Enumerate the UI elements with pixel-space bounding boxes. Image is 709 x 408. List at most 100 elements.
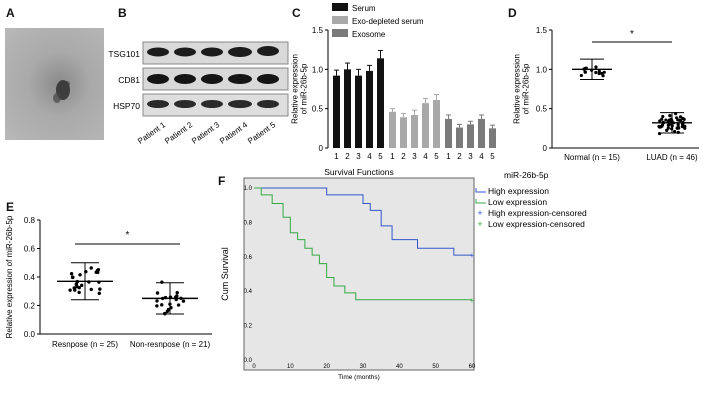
- d-data-point: [683, 126, 687, 130]
- e-data-point: [80, 283, 84, 288]
- f-legend-swatch: +: [477, 219, 482, 229]
- d-data-point: [665, 128, 669, 132]
- c-bar: [478, 118, 485, 148]
- c-legend-label: Exo-depleted serum: [352, 17, 424, 26]
- d-x-tick-label: LUAD (n = 46): [646, 153, 698, 162]
- f-y-axis-label: Cum Survival: [220, 247, 230, 301]
- f-x-tick-label: 60: [469, 364, 476, 370]
- e-data-point: [69, 272, 74, 276]
- d-data-point: [657, 131, 662, 136]
- panel-label-b: B: [118, 6, 127, 20]
- panel-label-f: F: [218, 174, 226, 188]
- d-data-point: [661, 114, 665, 119]
- c-bar: [445, 118, 452, 148]
- c-bar: [433, 100, 440, 148]
- d-data-point: [579, 73, 583, 78]
- c-x-tick-label: 2: [457, 152, 462, 161]
- d-data-point: [673, 129, 677, 134]
- c-bar: [355, 75, 362, 148]
- d-y-tick-label: 0: [543, 144, 548, 153]
- blot-patient-5: Patient 5: [246, 120, 277, 146]
- e-data-point: [78, 273, 82, 277]
- f-censor-mark: +: [470, 251, 475, 260]
- f-y-tick-label: 1.0: [244, 186, 253, 192]
- c-x-tick-label: 1: [334, 152, 339, 161]
- f-plot-area: [243, 177, 475, 371]
- e-x-tick-label: Non-resnpose (n = 21): [130, 340, 211, 349]
- c-legend-swatch: [332, 3, 348, 11]
- f-y-tick-label: 0.8: [244, 220, 253, 226]
- c-y-tick-label: 1.5: [312, 26, 324, 35]
- f-x-tick-label: 40: [396, 364, 403, 370]
- d-data-point: [681, 116, 685, 121]
- d-y-tick-label: 1.5: [536, 26, 548, 35]
- e-data-point: [74, 282, 79, 286]
- panel-label-c: C: [292, 6, 301, 20]
- f-y-tick-label: 0.4: [244, 289, 253, 295]
- d-data-point: [594, 70, 598, 75]
- c-y-tick-label: 1.0: [312, 65, 324, 74]
- e-data-point: [155, 304, 159, 308]
- c-x-tick-label: 3: [412, 152, 417, 161]
- tem-exosome-image: [5, 28, 104, 140]
- d-data-point: [658, 125, 662, 129]
- e-data-point: [181, 299, 186, 303]
- c-y-tick-label: 0.5: [312, 105, 324, 114]
- f-legend-label: High expression: [488, 186, 549, 196]
- chart-e-scatter: 0.0 0.2 0.4 0.6 0.8 Relative expression of mi…: [5, 215, 212, 349]
- e-data-point: [68, 288, 72, 292]
- panel-label-d: D: [508, 6, 517, 20]
- d-y-axis-label: Relative expressionof miR-26b-5p: [513, 54, 531, 124]
- e-data-point: [97, 291, 102, 296]
- c-x-tick-label: 1: [446, 152, 451, 161]
- c-bar: [333, 75, 340, 148]
- f-y-tick-label: 0.0: [244, 358, 253, 364]
- e-data-point: [77, 285, 81, 290]
- chart-f-survival: Survival Functions 0.0 0.2 0.4 0.6 0.8 1.0 0 10 2…: [220, 167, 587, 381]
- c-y-tick-label: 0: [319, 144, 324, 153]
- f-x-tick-label: 10: [287, 364, 294, 370]
- c-legend-swatch: [332, 16, 348, 24]
- c-x-tick-label: 3: [468, 152, 473, 161]
- d-data-point: [597, 71, 601, 76]
- e-data-point: [98, 287, 102, 291]
- e-y-tick-label: 0.0: [24, 330, 36, 339]
- e-data-point: [160, 303, 164, 307]
- blot-row-hsp70: [142, 93, 289, 117]
- blot-patient-3: Patient 3: [190, 120, 221, 146]
- e-data-point: [155, 299, 159, 303]
- d-y-tick-label: 1.0: [536, 65, 548, 74]
- e-data-point: [160, 280, 164, 284]
- c-x-tick-label: 2: [345, 152, 350, 161]
- c-x-tick-label: 2: [401, 152, 406, 161]
- e-y-tick-label: 0.8: [24, 216, 36, 225]
- e-data-point: [89, 266, 93, 270]
- blot-patient-2: Patient 2: [163, 120, 194, 146]
- d-data-point: [678, 115, 683, 119]
- c-bar: [456, 127, 463, 148]
- d-data-point: [594, 65, 598, 69]
- blot-row-cd81: [142, 67, 289, 91]
- e-y-tick-label: 0.2: [24, 302, 36, 311]
- c-x-tick-label: 1: [390, 152, 395, 161]
- c-x-tick-label: 5: [378, 152, 383, 161]
- f-x-tick-label: 0: [252, 364, 256, 370]
- f-censor-mark: +: [470, 296, 475, 305]
- d-x-tick-label: Normal (n = 15): [564, 153, 620, 162]
- blot-row-tsg101: [142, 41, 289, 65]
- f-x-axis-label: Time (months): [338, 374, 380, 381]
- c-x-tick-label: 4: [367, 152, 372, 161]
- d-data-point: [668, 114, 672, 118]
- panel-label-e: E: [6, 200, 15, 214]
- c-x-tick-label: 5: [434, 152, 439, 161]
- d-data-point: [664, 118, 668, 122]
- c-legend-label: Exosome: [352, 30, 386, 39]
- c-bar: [489, 128, 496, 148]
- d-data-point: [666, 126, 670, 130]
- f-survival-line: [254, 187, 472, 256]
- c-bar: [411, 114, 418, 148]
- c-x-tick-label: 5: [490, 152, 495, 161]
- d-data-point: [602, 70, 606, 74]
- e-data-point: [77, 290, 81, 295]
- f-legend-label: Low expression-censored: [488, 219, 585, 229]
